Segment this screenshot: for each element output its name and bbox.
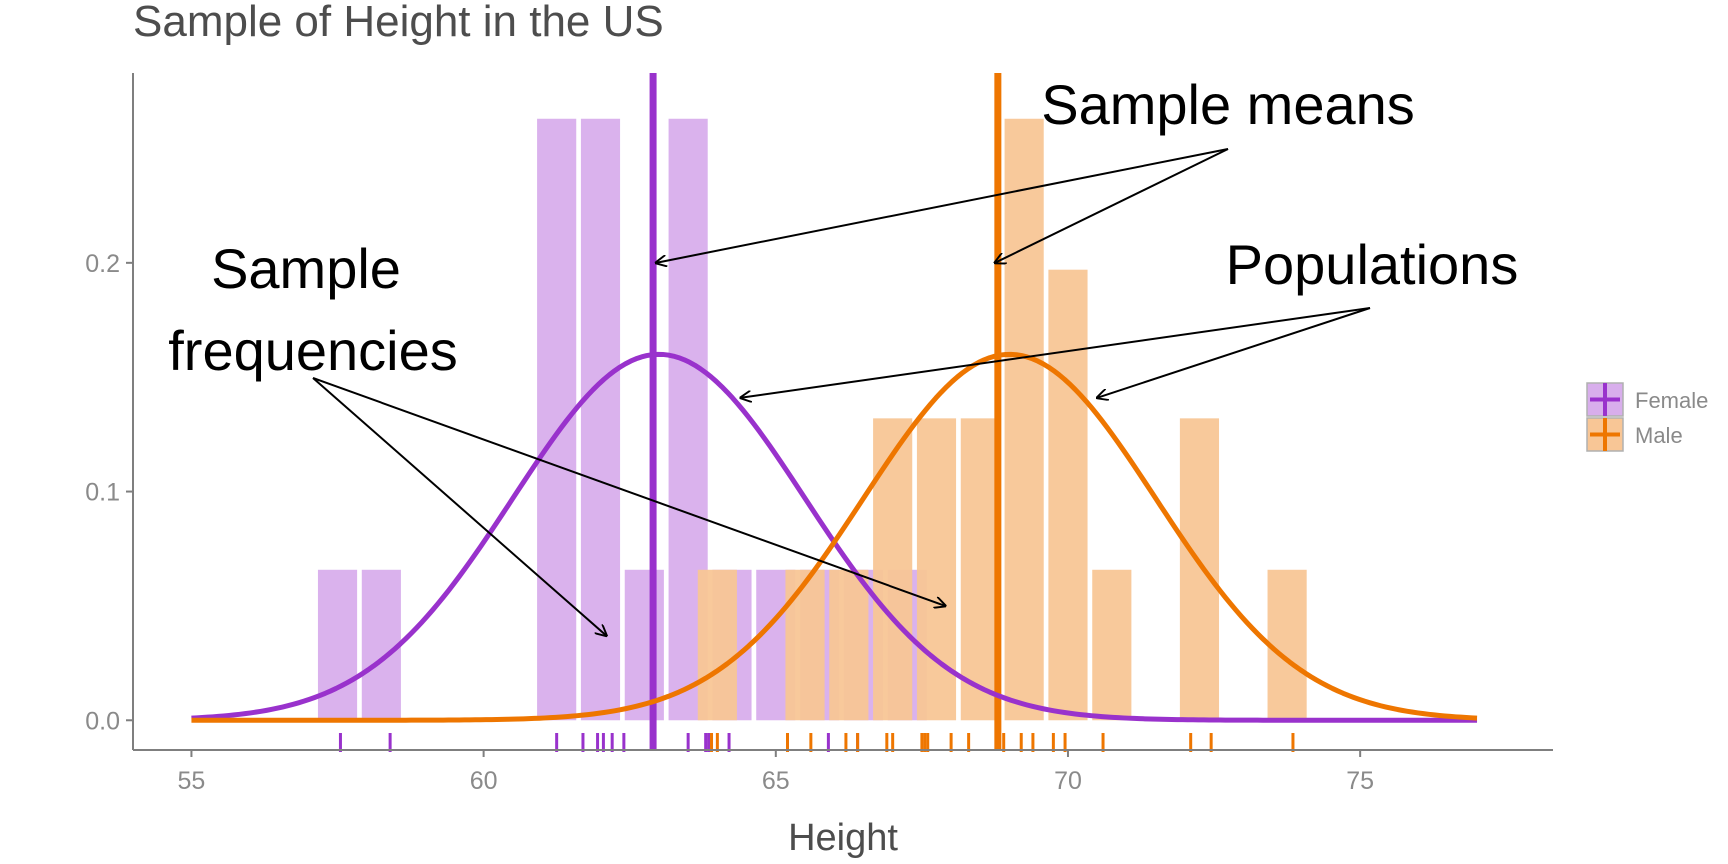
bar-female bbox=[361, 569, 401, 721]
x-tick-label: 60 bbox=[470, 767, 498, 795]
bar-female bbox=[624, 569, 664, 721]
bar-male bbox=[1004, 118, 1044, 721]
y-axis-ticks: 0.0 0.1 0.2 bbox=[85, 250, 133, 735]
x-axis-ticks: 55 60 65 70 75 bbox=[178, 750, 1374, 795]
bar-male bbox=[697, 569, 737, 721]
legend: Female Male bbox=[1586, 382, 1708, 452]
annotation-arrow bbox=[995, 148, 1229, 263]
x-tick-label: 65 bbox=[762, 767, 790, 795]
annotation-arrow bbox=[741, 307, 1371, 398]
annotation-arrow bbox=[1097, 307, 1371, 398]
sample-mean-lines bbox=[649, 73, 1002, 750]
annotation-arrow bbox=[312, 377, 945, 606]
bar-male bbox=[960, 418, 1000, 721]
bar-male bbox=[916, 418, 957, 721]
histogram-bars bbox=[317, 118, 1307, 721]
bar-male bbox=[873, 418, 913, 721]
legend-item-male: Male bbox=[1586, 417, 1683, 452]
annotation-arrow bbox=[312, 377, 606, 636]
bar-male bbox=[1092, 569, 1132, 721]
x-axis-title: Height bbox=[788, 817, 898, 859]
bar-male bbox=[1267, 569, 1307, 721]
bar-male bbox=[1048, 269, 1088, 721]
annotation-sample-means: Sample means bbox=[1041, 73, 1415, 136]
bar-male bbox=[785, 569, 825, 721]
annotation-sample-frequencies-line2: frequencies bbox=[168, 319, 458, 382]
bar-female bbox=[317, 569, 358, 721]
chart-title: Sample of Height in the US bbox=[133, 0, 664, 46]
annotation-populations: Populations bbox=[1226, 233, 1519, 296]
legend-label-male: Male bbox=[1635, 423, 1683, 448]
x-tick-label: 55 bbox=[178, 767, 206, 795]
legend-item-female: Female bbox=[1586, 382, 1708, 417]
population-curve-male bbox=[191, 351, 1478, 723]
annotation-arrow bbox=[656, 148, 1229, 263]
legend-label-female: Female bbox=[1635, 388, 1708, 413]
x-tick-label: 75 bbox=[1346, 767, 1374, 795]
annotation-arrows bbox=[312, 148, 1371, 636]
y-tick-label: 0.0 bbox=[85, 707, 120, 735]
bar-male bbox=[1179, 418, 1220, 721]
x-tick-label: 70 bbox=[1054, 767, 1082, 795]
plot-area bbox=[191, 73, 1478, 752]
y-tick-label: 0.2 bbox=[85, 250, 120, 278]
population-curves bbox=[191, 351, 1478, 723]
rug-marks bbox=[338, 733, 1295, 752]
annotation-sample-frequencies-line1: Sample bbox=[211, 237, 401, 300]
y-tick-label: 0.1 bbox=[85, 479, 120, 507]
annotations: Sample means Populations Sample frequenc… bbox=[168, 73, 1518, 636]
bar-male bbox=[829, 569, 869, 721]
